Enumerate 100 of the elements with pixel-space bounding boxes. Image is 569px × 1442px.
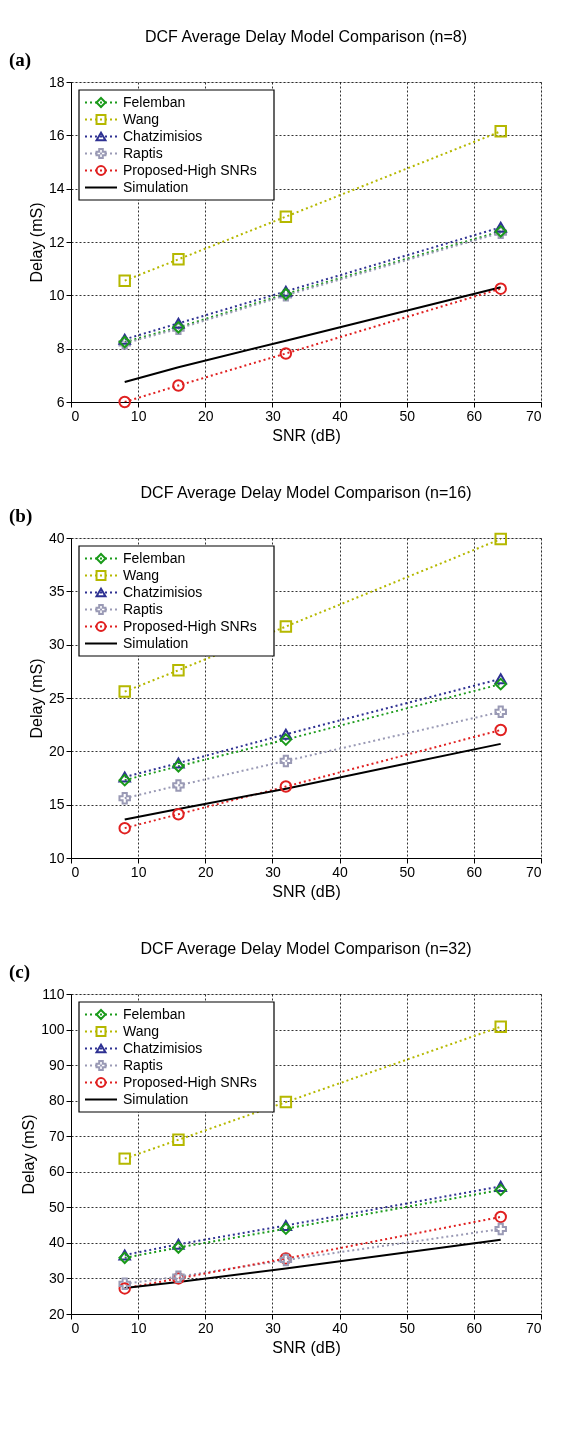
point: [118, 274, 131, 287]
y-tick-label: 40: [48, 1234, 65, 1251]
point: [494, 282, 507, 295]
y-tick-label: 110: [42, 985, 65, 1002]
y-tick-label: 25: [48, 689, 65, 706]
y-axis-title: Delay (mS): [20, 1114, 38, 1195]
point: [494, 1210, 507, 1224]
legend-label: Felemban: [123, 1005, 186, 1022]
point: [172, 757, 185, 769]
x-tick-label: 40: [332, 863, 349, 880]
point: [118, 773, 131, 787]
point: [279, 347, 293, 360]
y-tick-label: 12: [48, 233, 65, 250]
y-tick-label: 30: [48, 636, 65, 653]
legend-label: Wang: [123, 110, 160, 127]
legend-label: Simulation: [123, 1090, 189, 1107]
y-tick-label: 14: [48, 180, 65, 197]
x-axis-title: SNR (dB): [272, 1338, 341, 1356]
legend-label: Raptis: [123, 1056, 163, 1073]
x-tick-label: 50: [399, 863, 416, 880]
point: [494, 723, 507, 737]
legend-label: Chatzimisios: [123, 1039, 203, 1056]
y-tick-label: 80: [48, 1092, 65, 1109]
legend-label: Felemban: [123, 549, 186, 566]
legend-label: Proposed-High SNRs: [123, 617, 257, 634]
point: [172, 1238, 185, 1250]
y-tick-label: 40: [48, 529, 65, 546]
point: [118, 1282, 131, 1295]
point: [494, 1183, 507, 1197]
legend-label: Proposed-High SNRs: [123, 161, 257, 178]
x-tick-label: 20: [198, 1319, 214, 1336]
point: [172, 1133, 185, 1147]
y-tick-label: 70: [48, 1127, 65, 1144]
y-tick-label: 100: [41, 1021, 65, 1038]
chart-title: DCF Average Delay Model Comparison (n=32): [140, 940, 472, 957]
point: [118, 1251, 131, 1265]
x-tick-label: 30: [265, 1319, 281, 1336]
y-tick-label: 16: [48, 126, 65, 143]
point: [172, 779, 185, 792]
x-tick-label: 60: [466, 1319, 483, 1336]
y-tick-label: 15: [48, 796, 65, 813]
x-tick-label: 0: [71, 1319, 80, 1336]
x-tick-label: 30: [265, 863, 281, 880]
legend-label: Simulation: [123, 178, 189, 195]
point: [172, 664, 185, 677]
point: [494, 1222, 507, 1236]
point: [118, 685, 131, 698]
x-tick-label: 10: [130, 863, 147, 880]
point: [118, 821, 131, 835]
legend-label: Raptis: [123, 600, 163, 617]
y-tick-label: 50: [48, 1198, 65, 1215]
point: [172, 379, 185, 392]
point: [494, 673, 507, 685]
y-tick-label: 10: [48, 286, 65, 303]
chart-title: DCF Average Delay Model Comparison (n=8): [144, 28, 468, 45]
x-tick-label: 70: [525, 407, 542, 424]
x-tick-label: 60: [466, 863, 483, 880]
text: (a): [9, 49, 32, 71]
point: [279, 733, 293, 746]
y-tick-label: 35: [48, 582, 65, 599]
point: [172, 253, 185, 266]
x-tick-label: 40: [332, 407, 349, 424]
y-tick-label: 60: [48, 1163, 65, 1180]
point: [279, 620, 293, 633]
x-tick-label: 10: [130, 407, 147, 424]
legend-label: Raptis: [123, 144, 163, 161]
point: [494, 1180, 507, 1192]
point: [118, 1249, 131, 1261]
x-tick-label: 10: [130, 1319, 147, 1336]
point: [279, 754, 293, 768]
y-tick-label: 10: [48, 849, 65, 866]
x-tick-label: 50: [399, 407, 416, 424]
y-tick-label: 20: [48, 1305, 65, 1322]
point: [118, 792, 131, 805]
x-axis-title: SNR (dB): [272, 882, 341, 900]
legend-label: Chatzimisios: [123, 127, 203, 144]
x-tick-label: 70: [525, 863, 542, 880]
point: [494, 532, 507, 546]
point: [172, 808, 185, 821]
point: [118, 771, 131, 783]
point: [172, 317, 185, 329]
point: [494, 1020, 507, 1033]
y-tick-label: 90: [48, 1056, 65, 1073]
point: [494, 677, 507, 691]
legend-label: Chatzimisios: [123, 583, 203, 600]
x-axis-title: SNR (dB): [272, 426, 341, 444]
point: [118, 333, 131, 345]
x-tick-label: 50: [399, 1319, 416, 1336]
legend-label: Proposed-High SNRs: [123, 1073, 257, 1090]
y-axis-title: Delay (mS): [27, 658, 45, 739]
y-tick-label: 8: [56, 340, 65, 357]
point: [494, 221, 507, 233]
legend-label: Wang: [123, 1022, 160, 1039]
text: (b): [9, 505, 33, 527]
point: [494, 705, 507, 719]
x-tick-label: 30: [265, 407, 281, 424]
legend-label: Felemban: [123, 93, 186, 110]
x-tick-label: 60: [466, 407, 483, 424]
legend-label: Simulation: [123, 634, 189, 651]
point: [172, 1241, 185, 1254]
